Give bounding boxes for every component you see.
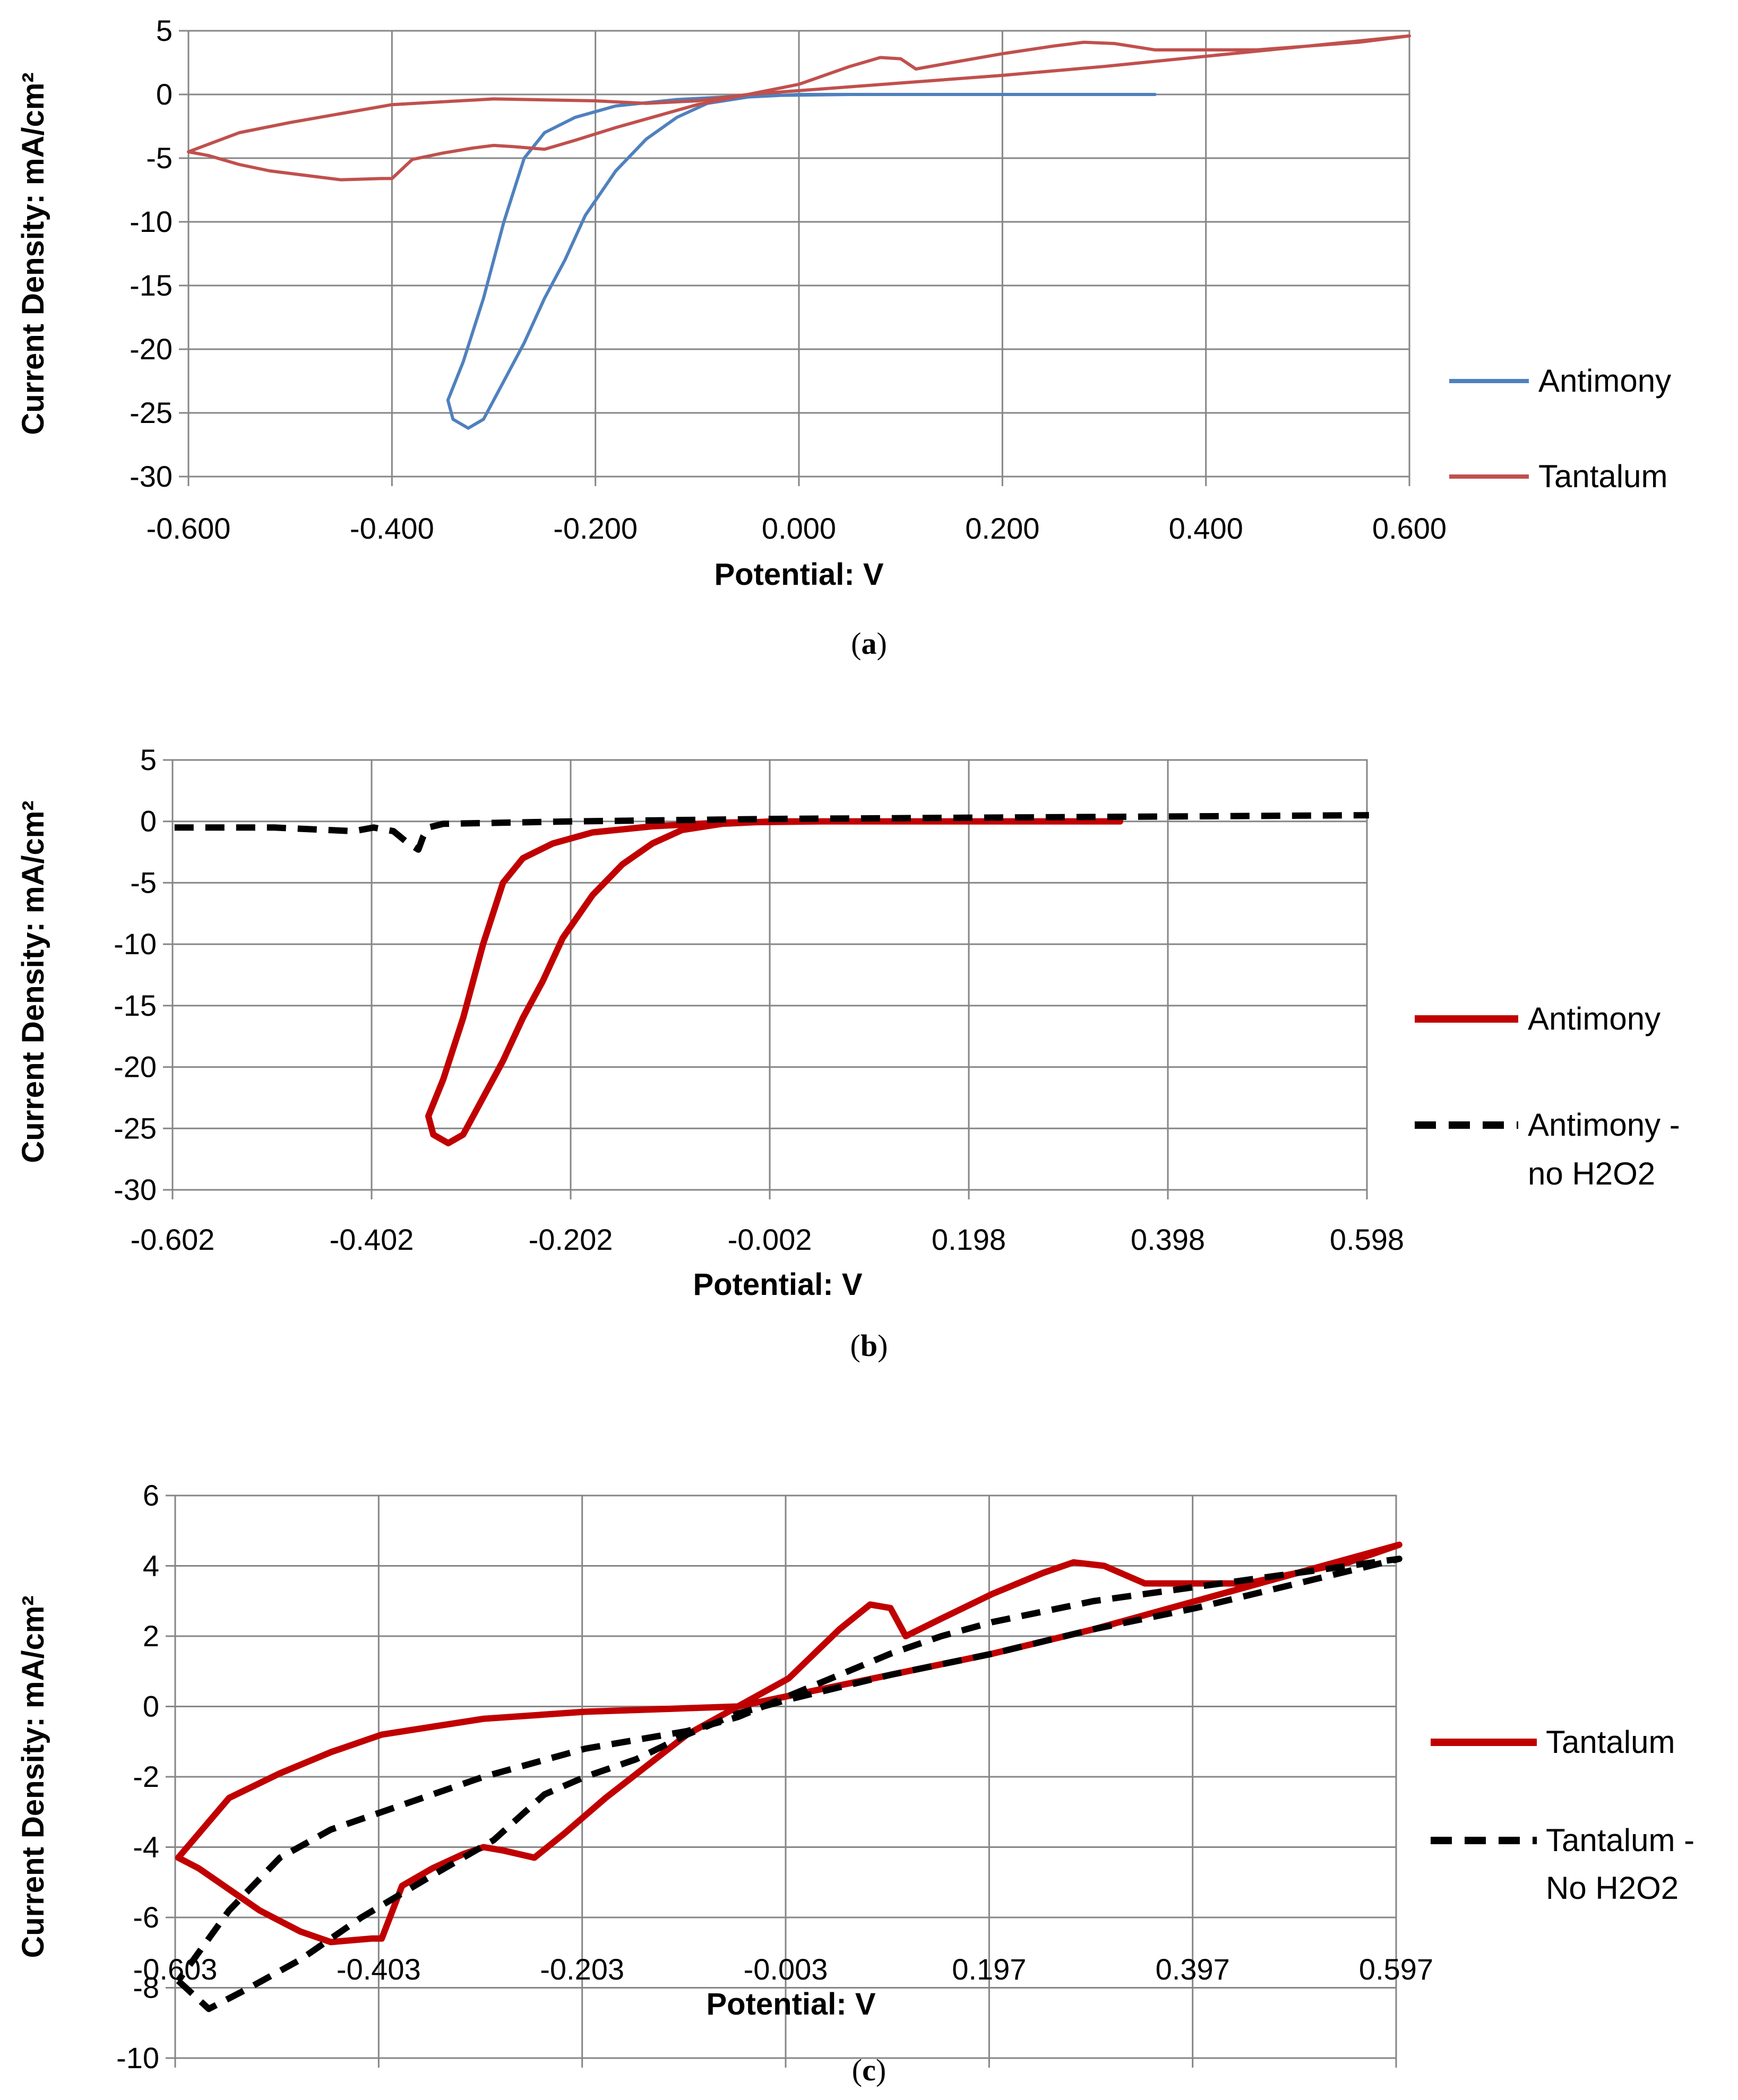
panel-b-y-tick-label: -10 [114,927,157,961]
panel-b-x-tick-label: 0.398 [1131,1223,1205,1256]
panel-c-y-axis-label: Current Density: mA/cm² [16,1595,50,1958]
panel-c-series [175,1541,1403,2012]
panel-c-y-tick-label: -2 [133,1760,159,1793]
panel-c-x-tick-label: 0.597 [1359,1952,1433,1986]
panel-b-y-axis-label: Current Density: mA/cm² [16,800,50,1163]
panel-c-y-ticks: 6 4 2 0 -2 -4 -6 -8 -10 [116,1479,175,2075]
panel-a-legend-label-0: Antimony [1538,363,1671,399]
panel-a-x-tick-label: 0.600 [1372,512,1447,545]
panel-c-x-tick-label: -0.003 [744,1952,828,1986]
panel-a-x-tick-label: -0.200 [553,512,638,545]
panel-b-y-tick-label: 0 [140,805,157,838]
panel-b-x-tick-label: 0.598 [1330,1223,1404,1256]
panel-a-x-tick-label: 0.000 [762,512,836,545]
panel-a-y-tick-label: -30 [130,460,173,493]
panel-b-x-tick-label: -0.402 [330,1223,414,1256]
panel-b-legend-label-1b: no H2O2 [1528,1156,1655,1191]
panel-a-caption: (a) [851,626,887,661]
panel-c-legend-label-0: Tantalum [1546,1724,1675,1760]
panel-c-legend-label-1: Tantalum - [1546,1822,1694,1858]
panel-a-grid [187,30,1410,478]
panel-c-y-tick-label: 6 [143,1479,159,1512]
panel-a-x-tick-label: -0.400 [350,512,434,545]
panel-a-x-ticks: -0.600 -0.400 -0.200 0.000 0.200 0.400 0.600 [147,477,1447,545]
panel-c-x-tick-label: -0.203 [540,1952,624,1986]
panel-b-y-tick-label: -15 [114,989,157,1022]
panel-a-series-1-line [187,34,1411,182]
panel-b-x-tick-label: 0.198 [932,1223,1006,1256]
panel-c-x-tick-label: 0.397 [1156,1952,1230,1986]
panel-b-y-tick-label: -5 [130,866,157,899]
panel-a-y-tick-label: -5 [146,141,173,175]
panel-b-y-tick-label: -30 [114,1173,157,1206]
panel-b-legend: Antimony Antimony - no H2O2 [1415,1001,1680,1191]
panel-a-y-tick-label: 0 [156,77,173,111]
panel-c-y-tick-label: 0 [143,1690,159,1723]
panel-a-series [187,34,1411,430]
panel-a-y-tick-label: -20 [130,332,173,366]
panel-c-legend-label-1b: No H2O2 [1546,1870,1679,1906]
panel-b-x-axis-label: Potential: V [693,1267,862,1302]
panel-c-y-tick-label: 2 [143,1619,159,1653]
panel-b-legend-label-1: Antimony - [1528,1107,1680,1143]
panel-c: -0.603 -0.403 -0.203 -0.003 0.197 0.397 0.597 … [16,1479,1694,2087]
panel-a-y-tick-label: 5 [156,14,173,47]
panel-a-y-tick-label: -25 [130,396,173,429]
panel-c-y-tick-label: -4 [133,1830,159,1864]
panel-c-series-1-line [175,1555,1403,2012]
panel-b-caption: (b) [850,1328,888,1363]
panel-c-x-axis-label: Potential: V [706,1987,875,2021]
panel-a-x-tick-label: 0.400 [1169,512,1243,545]
panel-a-series-0-line [446,93,1157,430]
panel-c-legend: Tantalum Tantalum - No H2O2 [1431,1724,1694,1906]
panel-b-y-tick-label: 5 [140,743,157,776]
panel-a-y-axis-label: Current Density: mA/cm² [16,72,50,435]
panel-b-series [174,812,1369,1147]
panel-b-legend-label-0: Antimony [1528,1001,1660,1036]
panel-b-caption-letter: b [861,1328,877,1363]
panel-b-x-tick-label: -0.002 [728,1223,812,1256]
panel-c-x-ticks: -0.603 -0.403 -0.203 -0.003 0.197 0.397 0.597 [133,1952,1433,2068]
panel-b-y-tick-label: -25 [114,1111,157,1145]
panel-c-caption-letter: c [862,2053,876,2087]
panel-b-x-tick-label: -0.202 [529,1223,613,1256]
panel-b-y-tick-label: -20 [114,1050,157,1084]
panel-b-x-tick-label: -0.602 [131,1223,215,1256]
panel-a-y-ticks: 5 0 -5 -10 -15 -20 -25 -30 [130,14,188,493]
panel-c-y-tick-label: -8 [133,1971,159,2004]
panel-a-legend-label-1: Tantalum [1538,459,1667,494]
panel-a-y-tick-label: -15 [130,269,173,302]
panel-a-x-tick-label: -0.600 [147,512,231,545]
panel-c-y-tick-label: -10 [116,2041,159,2075]
panel-c-y-tick-label: -6 [133,1900,159,1934]
panel-c-x-tick-label: -0.403 [337,1952,421,1986]
panel-a-caption-letter: a [862,626,877,661]
panel-a-y-tick-label: -10 [130,205,173,238]
panel-b-series-0-line [425,818,1123,1147]
panel-c-y-tick-label: 4 [143,1549,159,1583]
panel-b-y-ticks: 5 0 -5 -10 -15 -20 -25 -30 [114,743,173,1206]
panel-a: -0.600 -0.400 -0.200 0.000 0.200 0.400 0.600 5… [16,14,1671,661]
panel-b-series-1-line [174,812,1369,853]
panel-a-x-tick-label: 0.200 [965,512,1039,545]
panel-a-legend: Antimony Tantalum [1449,363,1671,494]
panel-c-x-tick-label: 0.197 [952,1952,1026,1986]
panel-a-x-axis-label: Potential: V [714,557,883,592]
panel-c-caption: (c) [852,2053,886,2087]
panel-c-x-tick-label: -0.603 [133,1952,218,1986]
panel-b: -0.602 -0.402 -0.202 -0.002 0.198 0.398 0.598 … [16,743,1680,1363]
panel-b-x-ticks: -0.602 -0.402 -0.202 -0.002 0.198 0.398 0.598 [131,1190,1404,1256]
panel-c-series-0-line [175,1541,1403,1946]
